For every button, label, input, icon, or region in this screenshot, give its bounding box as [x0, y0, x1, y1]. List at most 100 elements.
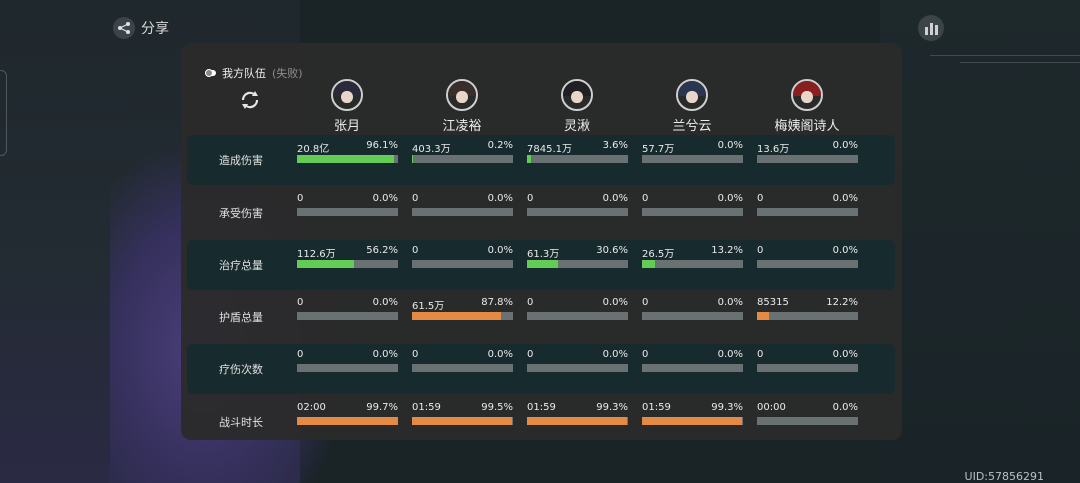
- stat-cell: 01:59 99.3%: [527, 402, 628, 426]
- member-name: 张月: [333, 119, 360, 134]
- stat-bar-track: [642, 260, 743, 268]
- stat-bar-track: [757, 312, 858, 320]
- share-button[interactable]: 分享: [113, 17, 169, 39]
- stat-cell: 7845.1万 3.6%: [527, 140, 628, 164]
- stat-value: 0: [642, 193, 649, 204]
- stat-bar-fill: [757, 312, 770, 320]
- side-tab[interactable]: [0, 70, 7, 156]
- stat-bar-fill: [297, 417, 398, 425]
- stat-value: 0: [757, 245, 764, 256]
- stat-row: 战斗时长 02:00 99.7% 01:59 99.5% 01:59 99.3% 01:59 9…: [187, 397, 895, 447]
- stat-percent: 0.0%: [372, 193, 398, 204]
- stat-label: 疗伤次数: [219, 363, 263, 376]
- battle-stats-panel: 我方队伍 (失败) 张月 江凌裕 灵湫 兰兮云 梅姨阁诗人 造成伤害 20.8亿 96.1%…: [181, 43, 902, 440]
- stat-percent: 0.0%: [602, 349, 628, 360]
- stat-cell: 0 0.0%: [527, 349, 628, 373]
- stat-value: 61.3万: [527, 249, 560, 260]
- result-label: (失败): [272, 67, 303, 80]
- stat-value: 403.3万: [412, 144, 451, 155]
- stat-value: 0: [757, 193, 764, 204]
- stat-percent: 30.6%: [596, 245, 628, 256]
- stat-percent: 0.0%: [717, 297, 743, 308]
- stat-label: 护盾总量: [219, 311, 263, 324]
- stat-bar-track: [757, 260, 858, 268]
- background-right: [880, 0, 1080, 483]
- stat-value: 61.5万: [412, 301, 445, 312]
- stat-percent: 0.0%: [372, 349, 398, 360]
- stat-value: 0: [757, 349, 764, 360]
- stat-value: 0: [642, 349, 649, 360]
- stat-cell: 00:00 0.0%: [757, 402, 858, 426]
- stat-cell: 403.3万 0.2%: [412, 140, 513, 164]
- stat-row: 疗伤次数 0 0.0% 0 0.0% 0 0.0% 0 0.0% 0 0.0%: [187, 344, 895, 394]
- stat-cell: 0 0.0%: [297, 349, 398, 373]
- stat-cell: 85315 12.2%: [757, 297, 858, 321]
- stat-percent: 0.0%: [832, 193, 858, 204]
- member-column-header: 梅姨阁诗人: [747, 79, 867, 134]
- member-name: 江凌裕: [442, 119, 482, 134]
- stat-cell: 57.7万 0.0%: [642, 140, 743, 164]
- stat-bar-track: [297, 364, 398, 372]
- stat-cell: 20.8亿 96.1%: [297, 140, 398, 164]
- stat-cell: 0 0.0%: [527, 193, 628, 217]
- stat-cell: 0 0.0%: [642, 349, 743, 373]
- stat-percent: 0.0%: [602, 297, 628, 308]
- refresh-icon[interactable]: [238, 88, 262, 112]
- decor-line: [930, 55, 1080, 56]
- member-name: 兰兮云: [672, 119, 712, 134]
- stat-value: 20.8亿: [297, 144, 330, 155]
- stat-value: 0: [527, 297, 534, 308]
- stat-cell: 0 0.0%: [757, 245, 858, 269]
- stat-bar-track: [527, 155, 628, 163]
- stat-percent: 0.0%: [717, 140, 743, 151]
- stat-value: 7845.1万: [527, 144, 572, 155]
- avatar[interactable]: [331, 79, 363, 111]
- stat-bar-fill: [527, 155, 531, 163]
- stat-cell: 0 0.0%: [412, 349, 513, 373]
- stat-cell: 0 0.0%: [642, 193, 743, 217]
- stat-bar-track: [297, 208, 398, 216]
- member-column-header: 兰兮云: [632, 79, 752, 134]
- stat-percent: 3.6%: [602, 140, 628, 151]
- stat-bar-fill: [297, 155, 395, 163]
- avatar[interactable]: [446, 79, 478, 111]
- stat-percent: 0.0%: [717, 349, 743, 360]
- stat-bar-track: [527, 312, 628, 320]
- stat-percent: 0.0%: [602, 193, 628, 204]
- stat-value: 02:00: [297, 402, 326, 413]
- stats-chart-icon[interactable]: [918, 15, 944, 41]
- stat-percent: 0.2%: [487, 140, 513, 151]
- stat-percent: 56.2%: [366, 245, 398, 256]
- member-name: 梅姨阁诗人: [774, 119, 840, 134]
- stat-value: 0: [642, 297, 649, 308]
- stat-bar-fill: [412, 417, 513, 425]
- member-name: 灵湫: [563, 119, 590, 134]
- avatar[interactable]: [561, 79, 593, 111]
- stat-bar-track: [527, 260, 628, 268]
- avatar[interactable]: [791, 79, 823, 111]
- stat-bar-track: [757, 364, 858, 372]
- stat-value: 0: [527, 193, 534, 204]
- stat-label: 战斗时长: [219, 416, 263, 429]
- stat-label: 造成伤害: [219, 154, 263, 167]
- stat-bar-track: [412, 364, 513, 372]
- stat-percent: 99.3%: [711, 402, 743, 413]
- team-header: 我方队伍 (失败): [205, 65, 303, 81]
- stat-bar-track: [757, 417, 858, 425]
- stat-cell: 61.5万 87.8%: [412, 297, 513, 321]
- stat-cell: 26.5万 13.2%: [642, 245, 743, 269]
- stat-percent: 0.0%: [832, 402, 858, 413]
- stat-bar-track: [642, 155, 743, 163]
- stat-bar-fill: [642, 417, 743, 425]
- stat-percent: 0.0%: [487, 245, 513, 256]
- decor-line: [960, 62, 1080, 63]
- toggle-icon[interactable]: [205, 69, 216, 77]
- stat-row: 造成伤害 20.8亿 96.1% 403.3万 0.2% 7845.1万 3.6% 57.7万…: [187, 135, 895, 185]
- avatar[interactable]: [676, 79, 708, 111]
- stat-cell: 0 0.0%: [527, 297, 628, 321]
- stat-cell: 61.3万 30.6%: [527, 245, 628, 269]
- stat-percent: 87.8%: [481, 297, 513, 308]
- stat-cell: 0 0.0%: [757, 193, 858, 217]
- stat-bar-track: [642, 312, 743, 320]
- stat-row: 承受伤害 0 0.0% 0 0.0% 0 0.0% 0 0.0% 0 0.0%: [187, 188, 895, 238]
